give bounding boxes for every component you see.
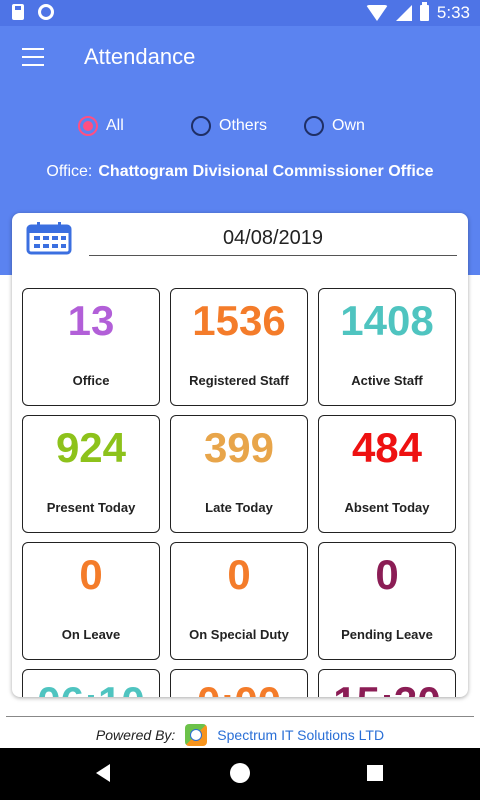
tile-pending-leave[interactable]: 0 Pending Leave bbox=[318, 542, 456, 660]
tile-present-today[interactable]: 924 Present Today bbox=[22, 415, 160, 533]
tile-on-special-duty[interactable]: 0 On Special Duty bbox=[170, 542, 308, 660]
tile-label: Present Today bbox=[46, 500, 136, 515]
tile-value: 484 bbox=[351, 424, 423, 471]
calendar-icon[interactable] bbox=[26, 221, 72, 255]
radio-all[interactable]: All bbox=[78, 116, 124, 136]
home-icon[interactable] bbox=[230, 763, 250, 783]
tile-late-today[interactable]: 399 Late Today bbox=[170, 415, 308, 533]
office-label: Office: bbox=[46, 163, 93, 180]
tile-label: Absent Today bbox=[344, 500, 430, 515]
tile-time-1[interactable]: 06:10 bbox=[22, 669, 160, 697]
tile-value: 06:10 bbox=[23, 678, 159, 697]
back-icon[interactable] bbox=[96, 764, 110, 782]
radio-own[interactable]: Own bbox=[304, 116, 365, 136]
attendance-card: 04/08/2019 13 Office 1536 Registered Sta… bbox=[12, 213, 468, 697]
company-name[interactable]: Spectrum IT Solutions LTD bbox=[217, 727, 385, 743]
tile-time-2[interactable]: 0:00 bbox=[170, 669, 308, 697]
battery-icon bbox=[419, 2, 429, 21]
tile-value: 399 bbox=[203, 424, 275, 471]
status-bar: 5:33 bbox=[0, 0, 480, 26]
signal-icon bbox=[395, 5, 412, 21]
tile-label: Registered Staff bbox=[189, 373, 289, 388]
date-field[interactable]: 04/08/2019 bbox=[89, 223, 457, 256]
tile-label: Pending Leave bbox=[341, 627, 433, 642]
tile-value: 0:00 bbox=[171, 678, 307, 697]
tile-on-leave[interactable]: 0 On Leave bbox=[22, 542, 160, 660]
tile-value: 13 bbox=[67, 297, 115, 344]
tile-value: 1536 bbox=[192, 297, 286, 344]
tile-value: 0 bbox=[375, 551, 399, 598]
page-title: Attendance bbox=[84, 44, 196, 69]
radio-label: All bbox=[106, 117, 124, 134]
office-info: Office: Chattogram Divisional Commissione… bbox=[0, 163, 480, 181]
radio-checked-icon bbox=[78, 116, 98, 136]
status-time: 5:33 bbox=[436, 3, 470, 22]
menu-icon[interactable] bbox=[22, 48, 44, 66]
tile-value: 1408 bbox=[340, 297, 434, 344]
radio-label: Others bbox=[219, 117, 268, 134]
footer: Powered By: Spectrum IT Solutions LTD bbox=[0, 722, 480, 748]
sync-icon bbox=[38, 4, 54, 20]
tile-label: Office bbox=[72, 373, 110, 388]
tile-label: On Special Duty bbox=[189, 627, 289, 642]
sd-card-icon bbox=[12, 4, 24, 20]
recents-icon[interactable] bbox=[367, 765, 383, 781]
tile-registered-staff[interactable]: 1536 Registered Staff bbox=[170, 288, 308, 406]
radio-label: Own bbox=[332, 117, 365, 134]
footer-divider bbox=[6, 716, 474, 717]
tile-label: Active Staff bbox=[351, 373, 423, 388]
powered-by-label: Powered By: bbox=[95, 727, 176, 743]
app-bar: Attendance bbox=[0, 26, 480, 88]
filter-radio-group: All Others Own bbox=[0, 116, 480, 140]
radio-unchecked-icon bbox=[191, 116, 211, 136]
tile-label: Late Today bbox=[205, 500, 273, 515]
tile-active-staff[interactable]: 1408 Active Staff bbox=[318, 288, 456, 406]
tile-time-3[interactable]: 15:30 bbox=[318, 669, 456, 697]
company-logo-icon bbox=[185, 724, 208, 746]
tile-value: 0 bbox=[227, 551, 251, 598]
tile-office[interactable]: 13 Office bbox=[22, 288, 160, 406]
tile-absent-today[interactable]: 484 Absent Today bbox=[318, 415, 456, 533]
office-name: Chattogram Divisional Commissioner Offic… bbox=[98, 163, 434, 180]
radio-others[interactable]: Others bbox=[191, 116, 267, 136]
tile-label: On Leave bbox=[61, 627, 121, 642]
wifi-icon bbox=[365, 5, 388, 21]
radio-unchecked-icon bbox=[304, 116, 324, 136]
tile-value: 924 bbox=[55, 424, 127, 471]
tile-value: 0 bbox=[79, 551, 103, 598]
navigation-bar bbox=[0, 748, 480, 800]
tile-value: 15:30 bbox=[319, 678, 455, 697]
